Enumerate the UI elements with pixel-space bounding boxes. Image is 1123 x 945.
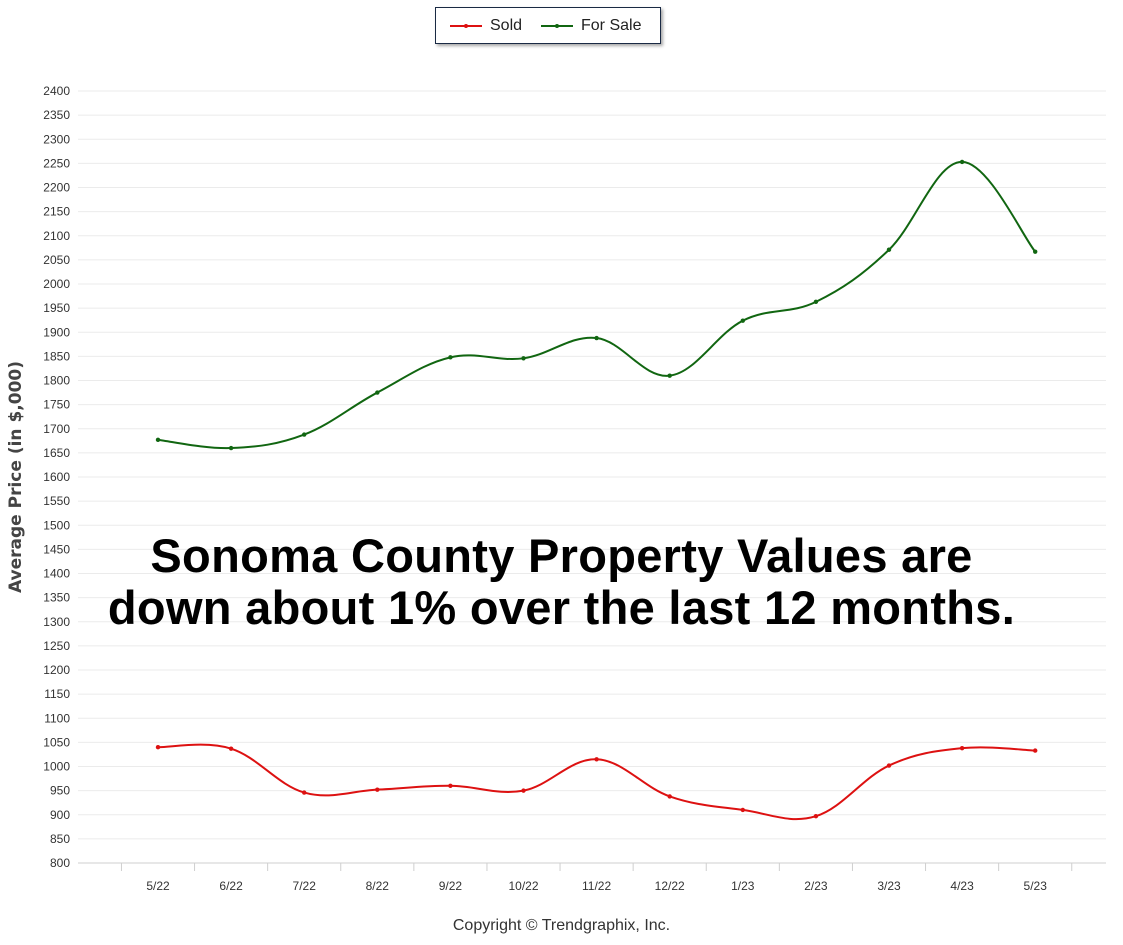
x-tick-label: 1/23: [731, 879, 755, 893]
copyright-text: Copyright © Trendgraphix, Inc.: [452, 917, 671, 934]
y-tick-label: 2400: [43, 84, 70, 98]
x-tick-label: 11/22: [582, 879, 611, 893]
y-tick-label: 1300: [43, 615, 70, 629]
legend-swatch-for-sale: [541, 23, 573, 28]
data-point-for-sale[interactable]: [813, 299, 819, 305]
y-tick-label: 1550: [43, 494, 70, 508]
data-point-sold[interactable]: [959, 745, 965, 751]
y-tick-label: 2350: [43, 108, 70, 122]
data-point-for-sale[interactable]: [521, 356, 526, 361]
y-tick-label: 950: [50, 784, 70, 798]
legend-label-for-sale: For Sale: [581, 17, 642, 34]
data-point-sold[interactable]: [448, 783, 453, 788]
data-point-for-sale[interactable]: [155, 437, 161, 443]
x-tick-label: 8/22: [366, 879, 390, 893]
y-tick-label: 1850: [43, 349, 70, 363]
y-tick-label: 1150: [44, 687, 70, 701]
x-tick-label: 12/22: [655, 879, 685, 893]
data-point-sold[interactable]: [740, 807, 745, 813]
data-point-for-sale[interactable]: [228, 445, 234, 451]
legend-item-sold[interactable]: Sold: [450, 17, 522, 35]
series-line-for-sale: [157, 160, 1036, 450]
x-tick-label: 5/22: [146, 879, 170, 893]
y-tick-label: 2200: [43, 181, 70, 195]
data-point-for-sale[interactable]: [740, 318, 745, 323]
data-point-for-sale[interactable]: [667, 373, 672, 378]
data-point-sold[interactable]: [886, 763, 892, 768]
data-point-sold[interactable]: [594, 757, 599, 762]
y-tick-label: 1650: [43, 446, 70, 460]
legend: Sold For Sale: [435, 7, 661, 44]
y-tick-label: 1500: [43, 518, 70, 532]
x-tick-label: 2/23: [804, 879, 828, 893]
y-tick-label: 1800: [43, 374, 70, 388]
data-point-for-sale[interactable]: [375, 390, 380, 395]
y-tick-label: 1050: [43, 735, 70, 749]
y-tick-label: 1100: [44, 711, 70, 725]
data-point-sold[interactable]: [1033, 748, 1038, 753]
data-point-sold[interactable]: [228, 746, 234, 751]
data-point-sold[interactable]: [302, 790, 307, 795]
y-tick-label: 2150: [43, 205, 70, 219]
y-tick-label: 1400: [43, 567, 70, 581]
y-tick-label: 850: [50, 832, 70, 846]
annotation-line-2: down about 1% over the last 12 months.: [107, 581, 1016, 634]
y-tick-label: 2250: [43, 156, 70, 170]
data-point-for-sale[interactable]: [594, 335, 599, 341]
x-tick-label: 9/22: [439, 879, 463, 893]
legend-swatch-sold: [450, 23, 482, 28]
data-point-for-sale[interactable]: [1033, 249, 1038, 254]
annotation-line-1: Sonoma County Property Values are: [150, 529, 973, 582]
legend-label-sold: Sold: [490, 17, 523, 34]
legend-item-for-sale[interactable]: For Sale: [541, 17, 641, 35]
y-tick-label: 1450: [43, 542, 70, 556]
data-point-sold[interactable]: [155, 745, 161, 750]
grid-lines: [78, 90, 1106, 864]
y-tick-label: 1000: [43, 760, 70, 774]
data-point-sold[interactable]: [375, 787, 380, 792]
data-point-for-sale[interactable]: [886, 247, 892, 252]
x-tick-label: 4/23: [950, 879, 974, 893]
data-point-for-sale[interactable]: [448, 355, 453, 360]
data-point-sold[interactable]: [667, 794, 672, 799]
series-layer: [155, 159, 1038, 821]
data-point-for-sale[interactable]: [959, 159, 965, 165]
x-tick-label: 5/23: [1024, 879, 1048, 893]
series-line-sold: [157, 743, 1036, 821]
y-axis-ticks: 800 850 900 950 1000 1050 1100 1150 1200 1250 1300…: [43, 84, 70, 870]
y-tick-label: 800: [50, 856, 70, 870]
data-point-sold[interactable]: [813, 813, 819, 819]
y-tick-label: 1700: [43, 422, 70, 436]
x-tick-label: 10/22: [508, 879, 538, 893]
x-axis-ticks: 5/22 6/22 7/22 8/22 9/22 10/22 11/22 12/22 1/23 2…: [120, 863, 1073, 893]
x-tick-label: 3/23: [877, 879, 901, 893]
y-tick-label: 1900: [43, 325, 70, 339]
x-tick-label: 6/22: [219, 879, 243, 893]
data-point-for-sale[interactable]: [302, 432, 307, 437]
y-tick-label: 1350: [43, 591, 70, 605]
y-tick-label: 1950: [43, 301, 70, 315]
y-tick-label: 2050: [43, 253, 70, 267]
y-tick-label: 900: [50, 808, 70, 822]
y-tick-label: 2100: [43, 229, 70, 243]
x-tick-label: 7/22: [293, 879, 317, 893]
y-tick-label: 1750: [43, 398, 70, 412]
y-tick-label: 2300: [43, 132, 70, 146]
y-tick-label: 2000: [43, 277, 70, 291]
data-point-sold[interactable]: [521, 788, 526, 793]
y-tick-label: 1200: [43, 663, 70, 677]
y-tick-label: 1250: [43, 639, 70, 653]
y-tick-label: 1600: [43, 470, 70, 484]
